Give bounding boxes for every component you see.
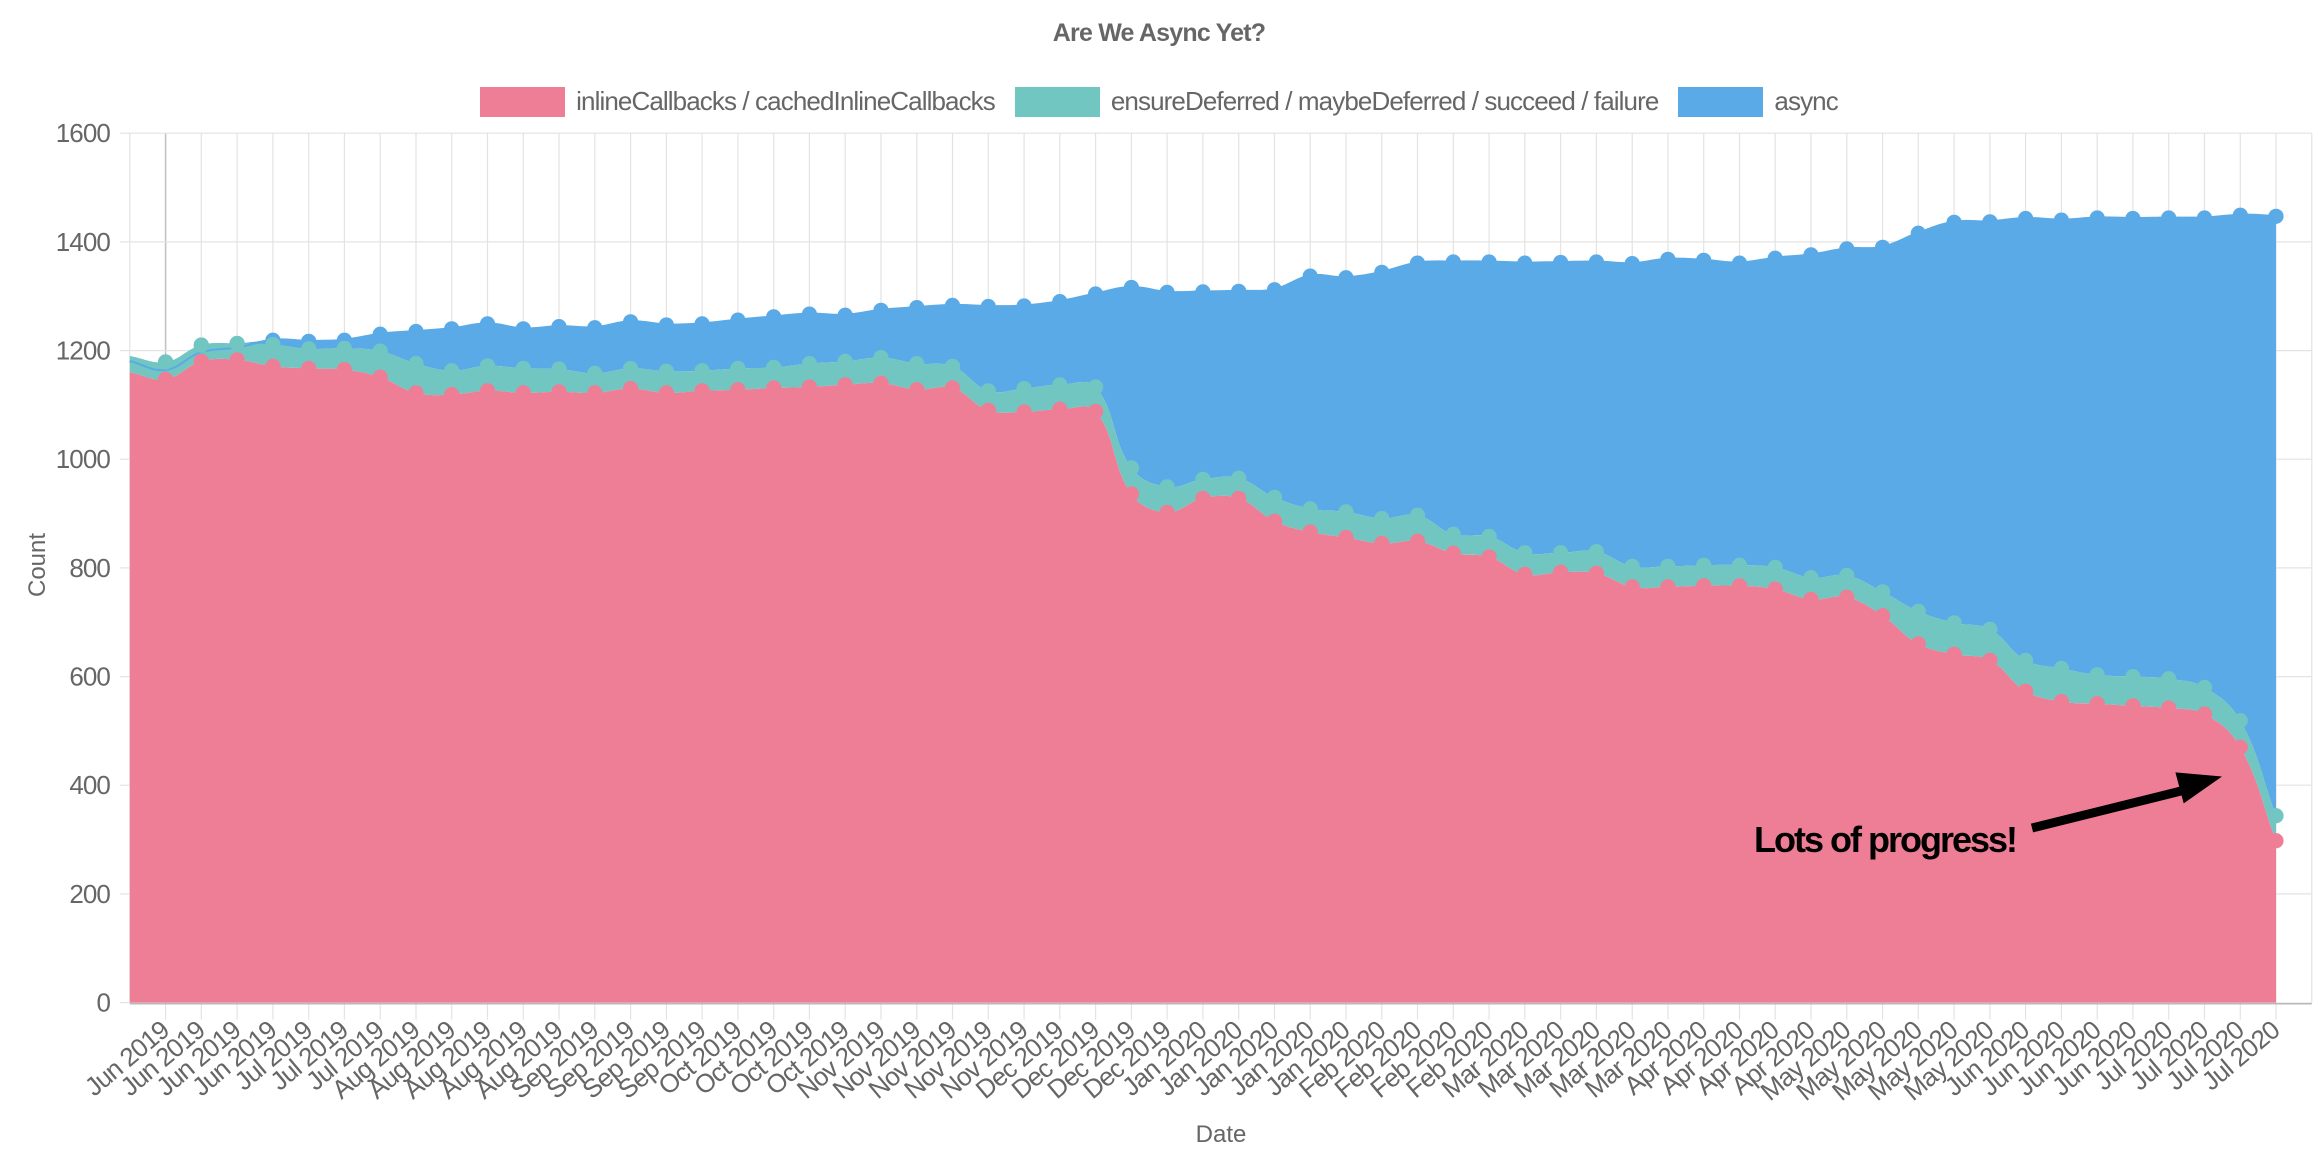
- svg-text:600: 600: [69, 662, 110, 692]
- svg-text:200: 200: [69, 879, 110, 909]
- svg-text:800: 800: [69, 553, 110, 583]
- svg-text:Date: Date: [1196, 1121, 1247, 1148]
- svg-text:1400: 1400: [56, 227, 111, 257]
- svg-text:400: 400: [69, 770, 110, 800]
- svg-text:1200: 1200: [56, 336, 111, 366]
- svg-text:Lots of progress!: Lots of progress!: [1754, 819, 2016, 860]
- svg-text:0: 0: [96, 988, 110, 1018]
- svg-text:1000: 1000: [56, 444, 111, 474]
- svg-text:Count: Count: [24, 533, 51, 597]
- svg-text:1600: 1600: [56, 118, 111, 148]
